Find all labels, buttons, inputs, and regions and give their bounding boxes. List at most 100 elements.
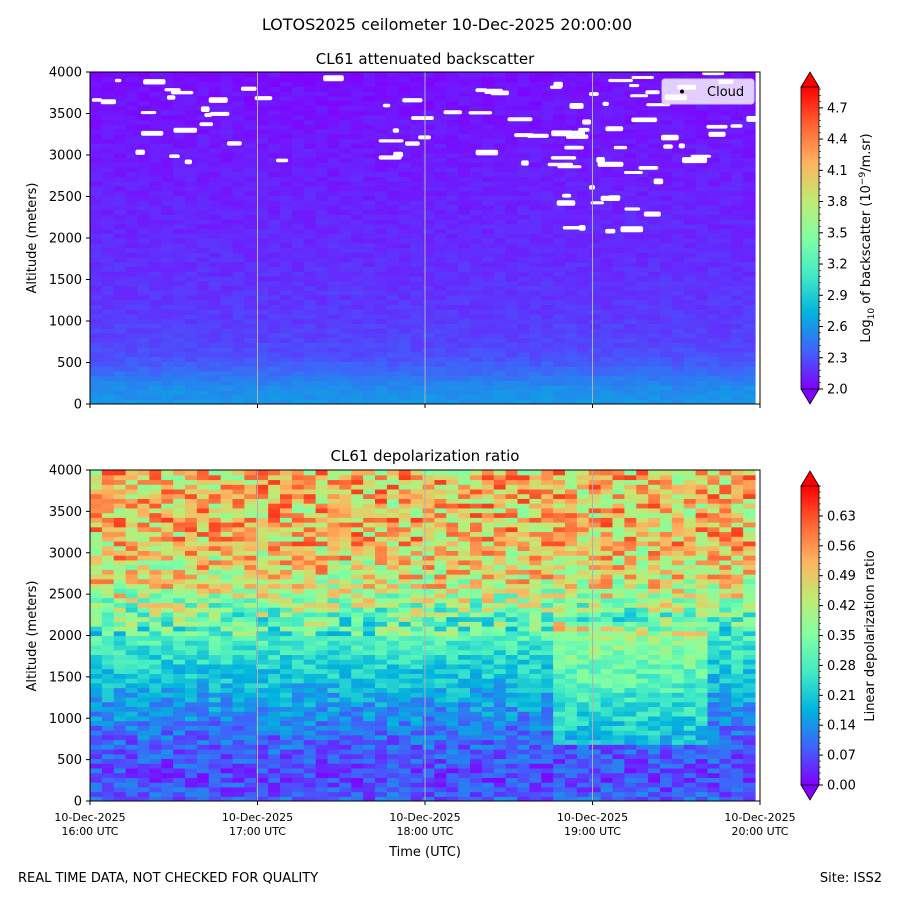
heatmap-cell bbox=[339, 86, 352, 92]
heatmap-cell bbox=[232, 725, 245, 731]
heatmap-cell bbox=[719, 375, 732, 381]
heatmap-cell bbox=[683, 181, 697, 187]
heatmap-cell bbox=[731, 328, 744, 334]
heatmap-cell bbox=[719, 138, 732, 144]
heatmap-cell bbox=[648, 147, 661, 154]
heatmap-cell bbox=[719, 399, 732, 404]
heatmap-cell bbox=[576, 328, 590, 334]
heatmap-cell bbox=[481, 280, 495, 287]
heatmap-cell bbox=[422, 124, 435, 130]
cloud-marker bbox=[578, 225, 586, 231]
heatmap-cell bbox=[517, 238, 530, 244]
heatmap-cell bbox=[600, 734, 614, 741]
heatmap-cell bbox=[553, 109, 566, 116]
heatmap-cell bbox=[743, 190, 756, 196]
heatmap-cell bbox=[113, 385, 127, 391]
heatmap-cell bbox=[339, 309, 352, 315]
heatmap-cell bbox=[422, 171, 435, 177]
heatmap-cell bbox=[434, 143, 447, 149]
heatmap-cell bbox=[375, 313, 388, 320]
heatmap-cell bbox=[612, 380, 625, 386]
heatmap-cell bbox=[695, 280, 709, 287]
heatmap-cell bbox=[386, 332, 400, 339]
heatmap-cell bbox=[624, 744, 637, 750]
heatmap-cell bbox=[529, 767, 542, 774]
heatmap-cell bbox=[458, 294, 471, 301]
heatmap-cell bbox=[636, 777, 649, 783]
heatmap-cell bbox=[291, 152, 305, 158]
heatmap-cell bbox=[576, 190, 590, 196]
backscatter-legend[interactable]: Cloud bbox=[661, 78, 755, 105]
heatmap-cell bbox=[327, 72, 340, 78]
heatmap-cell bbox=[565, 242, 578, 249]
heatmap-cell bbox=[339, 72, 352, 78]
heatmap-cell bbox=[470, 114, 483, 121]
heatmap-cell bbox=[363, 299, 376, 305]
heatmap-cell bbox=[719, 313, 732, 320]
heatmap-cell bbox=[470, 351, 483, 358]
heatmap-cell bbox=[232, 157, 245, 163]
heatmap-cell bbox=[600, 233, 614, 239]
heatmap-cell bbox=[327, 204, 340, 211]
heatmap-cell bbox=[422, 767, 435, 774]
heatmap-cell bbox=[434, 76, 447, 83]
heatmap-cell bbox=[137, 200, 150, 206]
heatmap-cell bbox=[588, 204, 602, 211]
heatmap-cell bbox=[280, 181, 293, 187]
heatmap-cell bbox=[458, 261, 471, 268]
heatmap-cell bbox=[315, 271, 329, 277]
heatmap-cell bbox=[624, 166, 637, 173]
heatmap-cell bbox=[280, 758, 293, 764]
heatmap-cell bbox=[244, 252, 257, 258]
heatmap-cell bbox=[185, 730, 198, 736]
heatmap-cell bbox=[268, 100, 281, 106]
heatmap-cell bbox=[541, 786, 554, 793]
heatmap-cell bbox=[196, 294, 210, 301]
heatmap-cell bbox=[624, 748, 637, 755]
cloud-marker bbox=[706, 124, 728, 129]
heatmap-cell bbox=[576, 313, 590, 320]
heatmap-cell bbox=[576, 95, 590, 102]
heatmap-cell bbox=[660, 209, 673, 215]
heatmap-cell bbox=[541, 219, 554, 225]
heatmap-cell bbox=[446, 294, 459, 301]
heatmap-cell bbox=[517, 181, 530, 187]
heatmap-cell bbox=[671, 299, 685, 305]
heatmap-cell bbox=[173, 318, 186, 324]
heatmap-cell bbox=[719, 162, 732, 168]
heatmap-cell bbox=[493, 767, 507, 774]
heatmap-cell bbox=[636, 256, 649, 263]
heatmap-cell bbox=[636, 200, 649, 206]
heatmap-cell bbox=[398, 256, 412, 263]
heatmap-cell bbox=[375, 328, 388, 334]
heatmap-cell bbox=[208, 385, 222, 391]
heatmap-cell bbox=[208, 128, 222, 135]
heatmap-cell bbox=[161, 351, 174, 358]
heatmap-cell bbox=[600, 730, 614, 736]
heatmap-cell bbox=[493, 190, 507, 196]
heatmap-cell bbox=[268, 76, 281, 83]
heatmap-cell bbox=[232, 214, 245, 220]
heatmap-cell bbox=[446, 190, 459, 196]
heatmap-cell bbox=[232, 294, 245, 301]
heatmap-cell bbox=[327, 786, 340, 793]
heatmap-cell bbox=[565, 351, 578, 358]
heatmap-cell bbox=[303, 195, 317, 201]
heatmap-cell bbox=[398, 171, 412, 177]
heatmap-cell bbox=[458, 328, 471, 334]
heatmap-cell bbox=[149, 105, 162, 111]
heatmap-cell bbox=[470, 394, 483, 400]
heatmap-cell bbox=[553, 734, 566, 741]
heatmap-cell bbox=[493, 109, 507, 116]
cloud-marker bbox=[140, 111, 157, 115]
heatmap-cell bbox=[410, 337, 424, 343]
heatmap-cell bbox=[185, 261, 198, 268]
heatmap-cell bbox=[731, 318, 744, 324]
heatmap-cell bbox=[588, 233, 602, 239]
heatmap-cell bbox=[565, 147, 578, 154]
heatmap-cell bbox=[137, 195, 150, 201]
heatmap-cell bbox=[137, 233, 150, 239]
heatmap-cell bbox=[588, 109, 602, 116]
heatmap-cell bbox=[339, 370, 352, 377]
heatmap-cell bbox=[731, 753, 744, 760]
